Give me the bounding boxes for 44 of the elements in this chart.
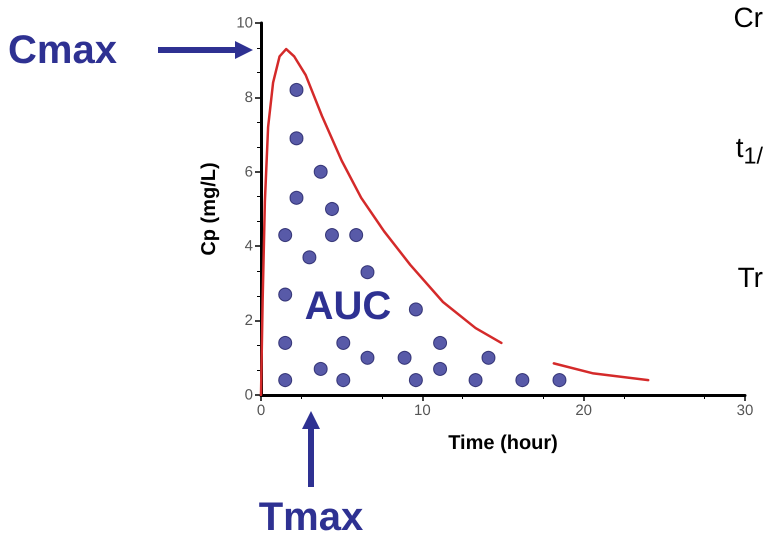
x-tick-label: 20 <box>575 402 592 419</box>
point <box>325 228 339 242</box>
y-axis-title: Cp (mg/L) <box>198 162 220 256</box>
point <box>408 373 423 388</box>
point <box>360 265 374 280</box>
point <box>290 82 304 97</box>
x-tick-label: 0 <box>256 402 266 419</box>
annotation: Tr <box>738 262 763 294</box>
point <box>336 373 350 388</box>
point <box>468 373 483 388</box>
annotation: AUC <box>304 284 392 328</box>
point <box>552 373 566 388</box>
text: Cmax <box>8 28 117 72</box>
point <box>433 336 448 350</box>
x-tick-label: 30 <box>736 402 754 419</box>
point <box>278 288 292 302</box>
point <box>433 362 448 376</box>
point <box>360 350 374 365</box>
point <box>290 131 304 146</box>
annotation: t$_{1/}$ <box>736 132 763 170</box>
y-tick-label: 8 <box>244 88 253 106</box>
y-tick-label: 6 <box>244 163 253 180</box>
point <box>515 373 530 388</box>
annotation: Cr <box>733 2 763 34</box>
y-tick-label: 2 <box>244 312 253 330</box>
x-axis-title: Time (hour) <box>448 432 558 454</box>
point <box>325 202 339 216</box>
text: Tmax <box>258 495 364 539</box>
point <box>398 350 412 365</box>
point <box>278 228 292 242</box>
y-tick-label: 10 <box>236 14 253 32</box>
point <box>302 250 316 264</box>
point <box>349 228 364 242</box>
point <box>314 362 328 376</box>
point <box>290 190 304 205</box>
point <box>314 164 328 179</box>
y-tick-label: 4 <box>244 238 253 255</box>
point <box>336 336 350 350</box>
point <box>481 350 496 365</box>
x-tick-label: 10 <box>414 402 431 419</box>
y-tick-label: 0 <box>244 386 253 404</box>
point <box>408 302 423 316</box>
point <box>278 373 292 388</box>
point <box>278 336 292 350</box>
